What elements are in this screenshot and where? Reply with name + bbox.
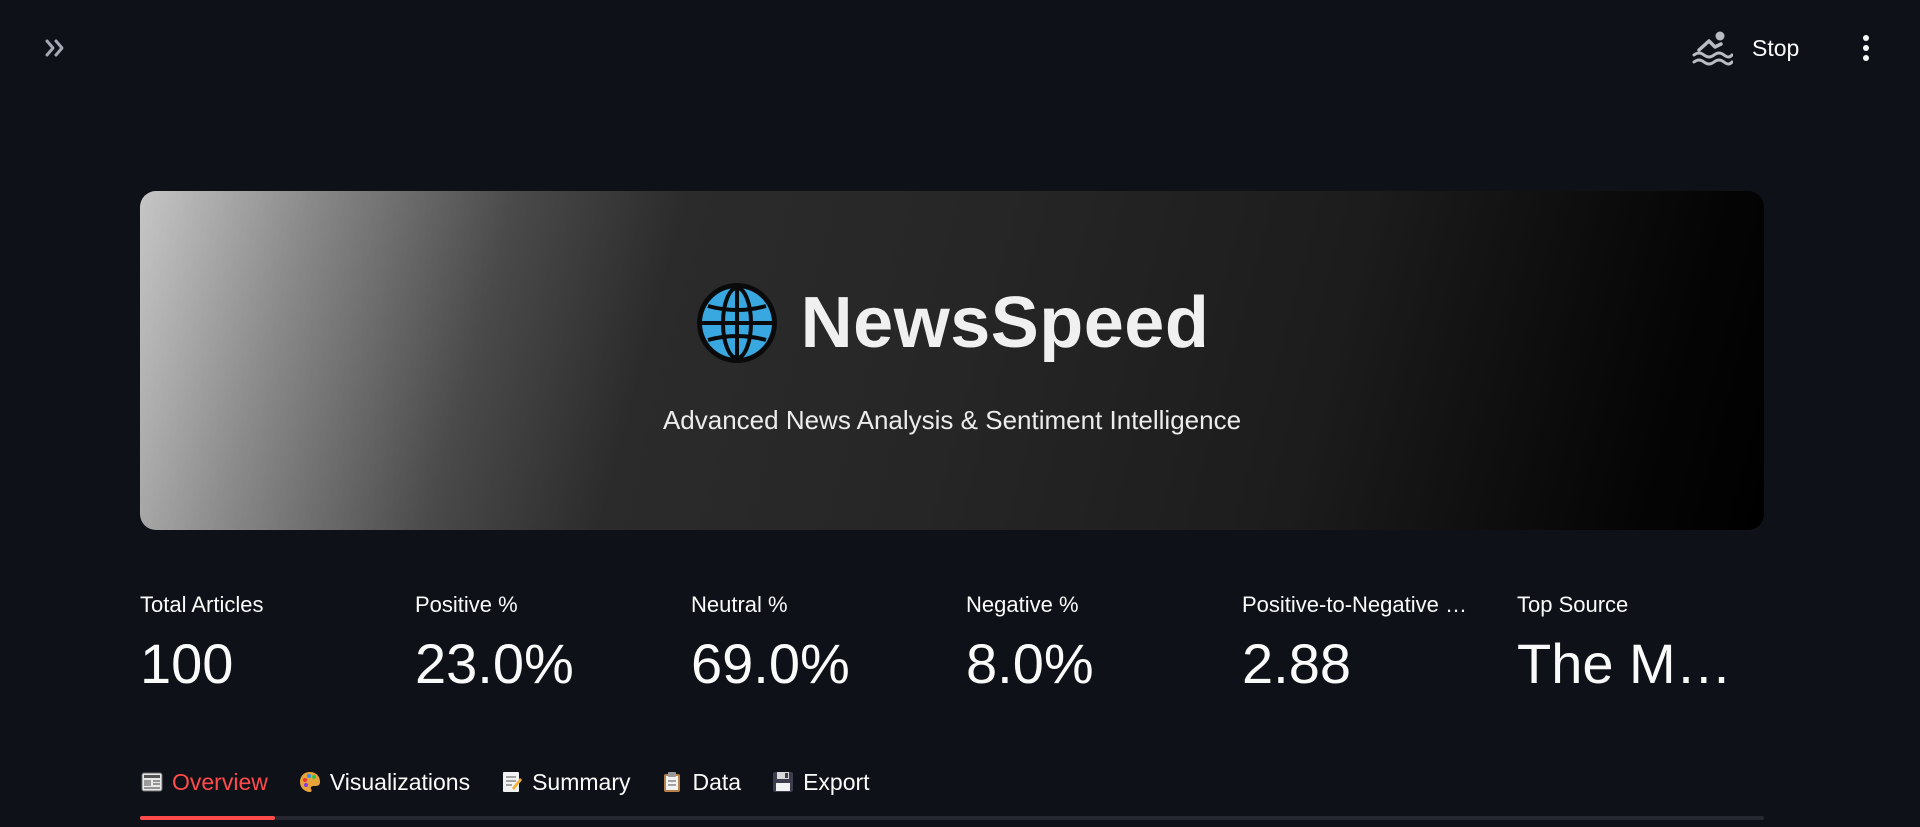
metric-label: Negative % xyxy=(966,592,1079,617)
vertical-dots-icon xyxy=(1863,35,1869,61)
app-title: NewsSpeed xyxy=(800,283,1210,363)
app-subtitle: Advanced News Analysis & Sentiment Intel… xyxy=(662,405,1242,435)
tab-overview[interactable]: Overview xyxy=(140,762,268,802)
tab-summary[interactable]: Summary xyxy=(500,762,630,802)
metric-value: 2.88 xyxy=(1242,632,1351,695)
metric-value: 8.0% xyxy=(966,632,1094,695)
metric-positive-percent: Positive % 23.0% xyxy=(415,590,655,696)
tab-data[interactable]: Data xyxy=(660,762,741,802)
floppy-disk-icon xyxy=(773,772,794,792)
metric-label: Neutral % xyxy=(691,592,788,617)
metric-label: Top Source xyxy=(1517,592,1629,617)
stop-button[interactable]: Stop xyxy=(1752,30,1799,66)
active-tab-indicator xyxy=(140,816,275,820)
top-bar: Stop xyxy=(0,0,1920,96)
metric-value: 23.0% xyxy=(415,632,574,695)
metric-neutral-percent: Neutral % 69.0% xyxy=(691,590,931,696)
metric-value: 69.0% xyxy=(691,632,850,695)
tab-track xyxy=(140,816,1764,820)
metric-positive-to-negative-ratio: Positive-to-Negative … 2.88 xyxy=(1242,590,1482,696)
swimmer-icon xyxy=(1692,31,1733,66)
running-status xyxy=(1690,26,1734,70)
clipboard-icon xyxy=(664,772,681,792)
tab-label: Summary xyxy=(532,768,631,795)
metric-negative-percent: Negative % 8.0% xyxy=(966,590,1206,696)
expand-sidebar-button[interactable] xyxy=(38,30,74,66)
tab-label: Visualizations xyxy=(329,768,471,795)
tab-export[interactable]: Export xyxy=(771,762,870,802)
globe-icon xyxy=(696,283,777,363)
metric-value: The M… xyxy=(1517,632,1732,695)
newspaper-icon xyxy=(141,772,163,792)
memo-icon xyxy=(503,772,523,792)
metric-label: Positive % xyxy=(415,592,518,617)
double-chevron-right-icon xyxy=(45,39,64,57)
tab-label: Data xyxy=(692,768,742,795)
tab-bar: Overview Visualizations Summary xyxy=(140,762,1764,822)
tab-label: Export xyxy=(803,768,870,795)
tab-visualizations[interactable]: Visualizations xyxy=(298,762,470,802)
metric-total-articles: Total Articles 100 xyxy=(140,590,380,696)
metric-label: Positive-to-Negative … xyxy=(1242,592,1467,617)
palette-icon xyxy=(299,772,320,792)
main-menu-button[interactable] xyxy=(1850,28,1882,68)
hero-banner: NewsSpeed Advanced News Analysis & Senti… xyxy=(140,191,1764,530)
metrics-row: Total Articles 100 Positive % 23.0% Neut… xyxy=(140,590,1764,710)
metric-top-source: Top Source The M… xyxy=(1517,590,1757,696)
metric-value: 100 xyxy=(140,632,234,695)
metric-label: Total Articles xyxy=(140,592,264,617)
hero-title-row: NewsSpeed xyxy=(140,283,1764,363)
tab-label: Overview xyxy=(172,768,268,795)
